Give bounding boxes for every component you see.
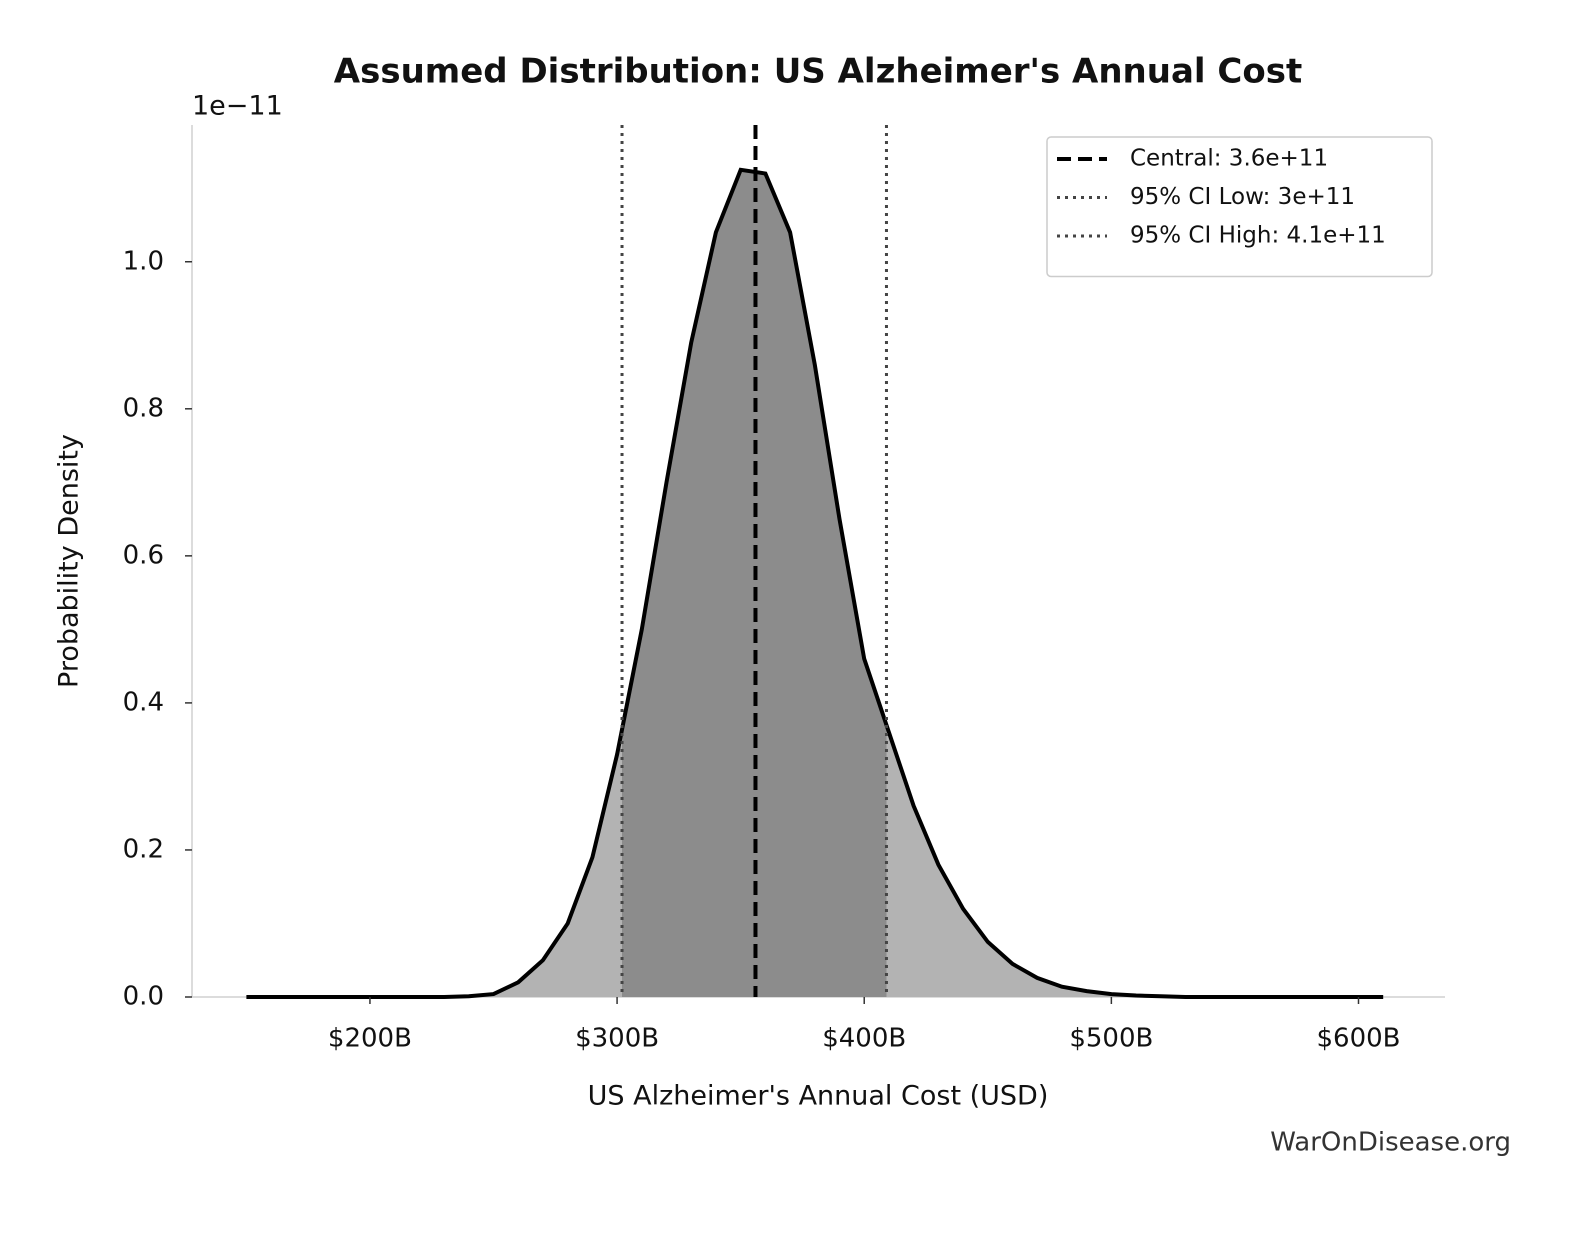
density-line <box>246 167 1384 999</box>
y-tick-label: 0.4 <box>123 687 164 717</box>
x-axis-label: US Alzheimer's Annual Cost (USD) <box>588 1081 1049 1112</box>
x-tick-label: $500B <box>1069 1024 1153 1054</box>
x-tick-label: $300B <box>575 1024 659 1054</box>
legend-label: 95% CI High: 4.1e+11 <box>1130 223 1386 249</box>
legend-label: Central: 3.6e+11 <box>1130 146 1328 172</box>
x-tick-label: $600B <box>1316 1024 1400 1054</box>
y-tick-label: 0.6 <box>123 540 164 570</box>
ci-area <box>622 169 887 997</box>
y-tick-label: 0.8 <box>123 393 164 423</box>
y-axis-label: Probability Density <box>54 434 85 688</box>
y-tick-label: 0.0 <box>123 982 164 1012</box>
legend-label: 95% CI Low: 3e+11 <box>1130 184 1355 210</box>
chart-title: Assumed Distribution: US Alzheimer's Ann… <box>334 52 1302 92</box>
y-tick-label: 0.2 <box>123 834 164 864</box>
legend-box <box>1046 136 1433 278</box>
y-offset-label: 1e−11 <box>192 91 283 122</box>
x-tick-label: $200B <box>328 1024 412 1054</box>
y-tick-label: 1.0 <box>123 246 164 276</box>
watermark: WarOnDisease.org <box>1270 1128 1511 1158</box>
x-tick-label: $400B <box>822 1024 906 1054</box>
